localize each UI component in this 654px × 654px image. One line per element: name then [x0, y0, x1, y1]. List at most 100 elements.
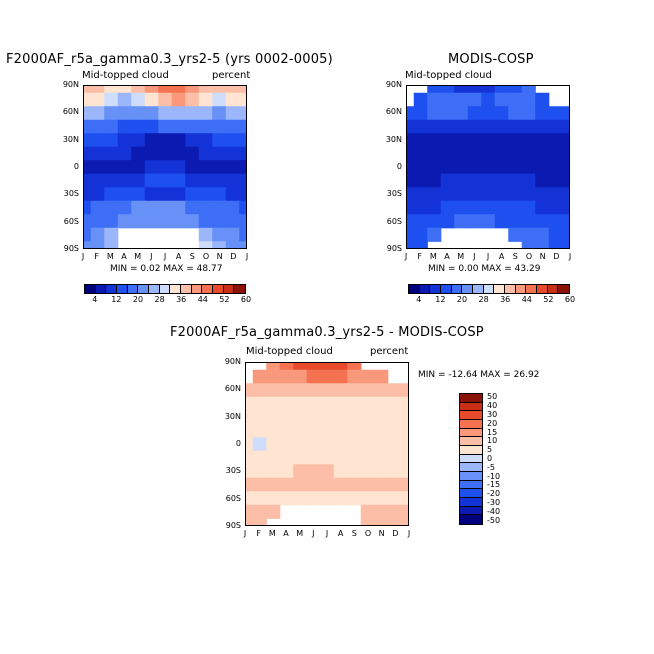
heatmap-cell — [374, 437, 389, 452]
heatmap-cell — [374, 477, 389, 492]
heatmap-cell — [521, 187, 536, 202]
heatmap-cell — [481, 160, 496, 175]
heatmap-cell — [562, 187, 569, 202]
heatmap-cell — [407, 160, 415, 175]
heatmap-cell — [252, 450, 267, 465]
heatmap-cell — [454, 214, 469, 229]
colorbar-swatch — [526, 285, 537, 293]
y-tick-label: 60S — [225, 493, 241, 503]
heatmap-cell — [440, 86, 455, 94]
x-tick-label: O — [364, 529, 372, 538]
heatmap-cell — [333, 450, 348, 465]
x-tick-label: J — [81, 252, 85, 261]
heatmap-cell — [454, 146, 469, 161]
x-tick-label: M — [429, 252, 437, 261]
heatmap-cell — [144, 106, 159, 121]
panel3-stats: MIN = -12.64 MAX = 26.92 — [418, 370, 540, 380]
colorbar-swatch — [483, 285, 495, 293]
colorbar-swatch — [127, 285, 139, 293]
heatmap-cell — [387, 504, 402, 519]
heatmap-cell — [481, 187, 496, 202]
heatmap-cell — [440, 92, 455, 107]
heatmap-cell — [548, 106, 563, 121]
heatmap-cell — [494, 214, 509, 229]
heatmap-cell — [131, 160, 146, 175]
heatmap-cell — [535, 106, 550, 121]
heatmap-cell — [535, 146, 550, 161]
heatmap-cell — [427, 187, 442, 202]
colorbar-swatch — [419, 285, 431, 293]
x-tick-label: A — [175, 252, 182, 261]
colorbar-label: 15 — [487, 427, 498, 437]
colorbar-label: -50 — [487, 515, 501, 525]
heatmap-cell — [252, 369, 267, 384]
heatmap-cell — [347, 477, 362, 492]
heatmap-cell — [212, 241, 227, 248]
colorbar-label: 30 — [487, 410, 498, 419]
heatmap-cell — [347, 450, 362, 465]
heatmap-cell — [508, 187, 523, 202]
heatmap-cell — [84, 160, 92, 175]
heatmap-cell — [333, 410, 348, 425]
heatmap-cell — [266, 491, 281, 506]
heatmap-cell — [266, 383, 281, 398]
heatmap-cell — [185, 92, 200, 107]
heatmap-cell — [84, 92, 92, 107]
heatmap-cell — [467, 200, 482, 215]
heatmap-cell — [198, 227, 213, 242]
heatmap-cell — [320, 363, 335, 371]
colorbar-label: 36 — [176, 295, 187, 304]
panel1-colorbar — [84, 284, 246, 294]
colorbar-label: 20 — [456, 295, 468, 304]
heatmap-cell — [198, 92, 213, 107]
heatmap-cell — [427, 173, 442, 188]
heatmap-cell — [84, 86, 92, 94]
x-tick-label: J — [312, 529, 315, 538]
heatmap-cell — [387, 450, 402, 465]
y-tick-label: 30S — [386, 189, 402, 199]
heatmap-cell — [333, 437, 348, 452]
heatmap-cell — [131, 133, 146, 148]
colorbar-swatch — [223, 285, 235, 293]
heatmap-cell — [347, 491, 362, 506]
heatmap-cell — [320, 423, 335, 438]
colorbar-label: 0 — [487, 454, 493, 463]
heatmap-cell — [104, 200, 119, 215]
heatmap-cell — [104, 86, 119, 94]
heatmap-cell — [212, 146, 227, 161]
colorbar-swatch — [460, 428, 482, 438]
heatmap-cell — [90, 187, 105, 202]
heatmap-cell — [548, 200, 563, 215]
colorbar-swatch — [536, 285, 548, 293]
heatmap-cell — [225, 200, 240, 215]
x-tick-label: J — [150, 252, 153, 261]
colorbar-swatch — [460, 419, 482, 429]
heatmap-cell — [548, 214, 563, 229]
heatmap-cell — [401, 477, 408, 492]
x-tick-label: N — [378, 529, 385, 538]
heatmap-cell — [413, 214, 428, 229]
heatmap-cell — [90, 227, 105, 242]
colorbar-swatch — [460, 480, 482, 490]
heatmap-cell — [198, 200, 213, 215]
heatmap-cell — [246, 491, 254, 506]
panel2-stats: MIN = 0.00 MAX = 43.29 — [428, 264, 541, 274]
heatmap-cell — [333, 363, 348, 371]
heatmap-cell — [454, 160, 469, 175]
colorbar-label: 36 — [500, 295, 511, 304]
x-tick-label: O — [202, 252, 210, 261]
heatmap-cell — [104, 187, 119, 202]
heatmap-cell — [508, 146, 523, 161]
heatmap-cell — [454, 106, 469, 121]
heatmap-cell — [117, 106, 132, 121]
heatmap-cell — [212, 214, 227, 229]
heatmap-cell — [90, 160, 105, 175]
heatmap-cell — [225, 227, 240, 242]
heatmap-cell — [306, 450, 321, 465]
y-tick-label: 90S — [63, 244, 79, 253]
heatmap-cell — [320, 450, 335, 465]
heatmap-cell — [535, 200, 550, 215]
heatmap-cell — [225, 92, 240, 107]
heatmap-cell — [246, 450, 254, 465]
heatmap-cell — [387, 491, 402, 506]
